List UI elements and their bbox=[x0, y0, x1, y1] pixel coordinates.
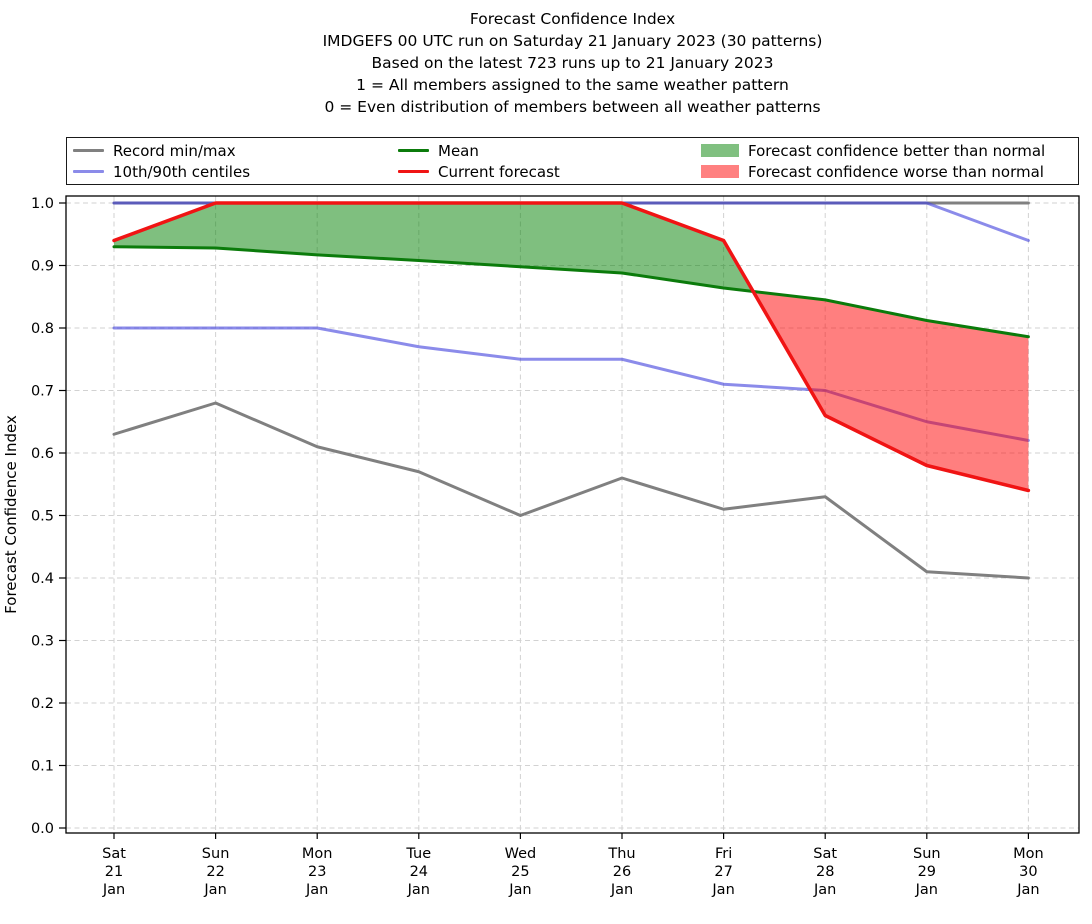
x-tick-label: Jan bbox=[1016, 882, 1039, 898]
legend-item-record-minmax: Record min/max bbox=[73, 140, 392, 161]
current-forecast-line-swatch bbox=[398, 169, 429, 174]
series-line-current-forecast bbox=[112, 201, 1031, 493]
y-tick-label: 0.2 bbox=[31, 696, 54, 712]
y-tick-label: 0.4 bbox=[31, 571, 54, 587]
y-tick-label: 0.1 bbox=[31, 759, 54, 775]
series-line-mean bbox=[112, 245, 1030, 339]
x-tick-label: 27 bbox=[714, 864, 732, 880]
x-tick-label: Mon bbox=[1013, 846, 1044, 862]
legend: Record min/max 10th/90th centiles Mean C… bbox=[66, 137, 1079, 185]
y-tick-label: 0.0 bbox=[31, 821, 54, 837]
x-tick-label: Sat bbox=[102, 846, 126, 862]
better-patch-swatch bbox=[701, 144, 739, 157]
legend-item-current-forecast: Current forecast bbox=[398, 161, 695, 182]
chart-note-zero: 0 = Even distribution of members between… bbox=[324, 98, 821, 116]
y-tick-label: 0.9 bbox=[31, 259, 54, 275]
band-better-than-normal bbox=[114, 203, 754, 292]
x-tick-label: Jan bbox=[407, 882, 430, 898]
legend-label: Mean bbox=[438, 141, 479, 160]
legend-label: Forecast confidence better than normal bbox=[748, 141, 1046, 160]
y-axis-title: Forecast Confidence Index bbox=[2, 415, 20, 614]
x-tick-label: 30 bbox=[1019, 864, 1037, 880]
x-tick-label: Jan bbox=[610, 882, 633, 898]
chart-subtitle-run: IMDGEFS 00 UTC run on Saturday 21 Januar… bbox=[322, 32, 823, 50]
x-tick-label: Jan bbox=[305, 882, 328, 898]
legend-column-lines-1: Record min/max 10th/90th centiles bbox=[67, 140, 392, 182]
x-tick-label: 25 bbox=[511, 864, 529, 880]
x-tick-label: Tue bbox=[405, 846, 431, 862]
chart-note-one: 1 = All members assigned to the same wea… bbox=[356, 76, 789, 94]
legend-item-better-than-normal: Forecast confidence better than normal bbox=[701, 140, 1078, 161]
legend-label: Record min/max bbox=[113, 141, 236, 160]
y-tick-label: 0.5 bbox=[31, 509, 54, 525]
x-tick-label: Sun bbox=[202, 846, 230, 862]
x-tick-label: Jan bbox=[915, 882, 938, 898]
x-tick-label: 23 bbox=[308, 864, 326, 880]
y-tick-label: 0.7 bbox=[31, 384, 54, 400]
chart-title-block: Forecast Confidence Index IMDGEFS 00 UTC… bbox=[66, 8, 1079, 118]
series-line-record-min bbox=[112, 401, 1030, 580]
x-tick-label: Jan bbox=[102, 882, 125, 898]
x-tick-label: 22 bbox=[206, 864, 224, 880]
record-minmax-line-swatch bbox=[73, 148, 104, 153]
x-tick-label: Thu bbox=[607, 846, 635, 862]
x-tick-label: Wed bbox=[505, 846, 537, 862]
x-tick-label: 26 bbox=[613, 864, 631, 880]
legend-column-lines-2: Mean Current forecast bbox=[392, 140, 695, 182]
y-tick-label: 0.6 bbox=[31, 446, 54, 462]
chart-title: Forecast Confidence Index bbox=[469, 10, 676, 28]
chart-subtitle-runs: Based on the latest 723 runs up to 21 Ja… bbox=[371, 54, 774, 72]
x-tick-label: Fri bbox=[715, 846, 732, 862]
x-tick-label: 29 bbox=[918, 864, 936, 880]
x-tick-label: Jan bbox=[711, 882, 734, 898]
legend-item-mean: Mean bbox=[398, 140, 695, 161]
legend-item-worse-than-normal: Forecast confidence worse than normal bbox=[701, 161, 1078, 182]
y-tick-label: 0.3 bbox=[31, 634, 54, 650]
mean-line-swatch bbox=[398, 148, 429, 153]
x-tick-label: 24 bbox=[410, 864, 428, 880]
centiles-line-swatch bbox=[73, 169, 104, 174]
x-tick-label: Jan bbox=[508, 882, 531, 898]
legend-item-centiles: 10th/90th centiles bbox=[73, 161, 392, 182]
x-tick-label: Jan bbox=[203, 882, 226, 898]
legend-label: Forecast confidence worse than normal bbox=[748, 162, 1044, 181]
y-tick-label: 0.8 bbox=[31, 321, 54, 337]
x-tick-label: 21 bbox=[105, 864, 123, 880]
x-tick-label: 28 bbox=[816, 864, 834, 880]
y-tick-label: 1.0 bbox=[31, 196, 54, 212]
x-tick-label: Jan bbox=[813, 882, 836, 898]
worse-patch-swatch bbox=[701, 165, 739, 178]
band-worse-than-normal bbox=[753, 291, 1029, 491]
x-tick-label: Sat bbox=[813, 846, 837, 862]
plot-frame bbox=[65, 195, 1080, 834]
legend-label: Current forecast bbox=[438, 162, 560, 181]
x-tick-label: Mon bbox=[302, 846, 333, 862]
legend-label: 10th/90th centiles bbox=[113, 162, 251, 181]
x-tick-label: Sun bbox=[913, 846, 941, 862]
legend-column-patches: Forecast confidence better than normal F… bbox=[695, 140, 1078, 182]
